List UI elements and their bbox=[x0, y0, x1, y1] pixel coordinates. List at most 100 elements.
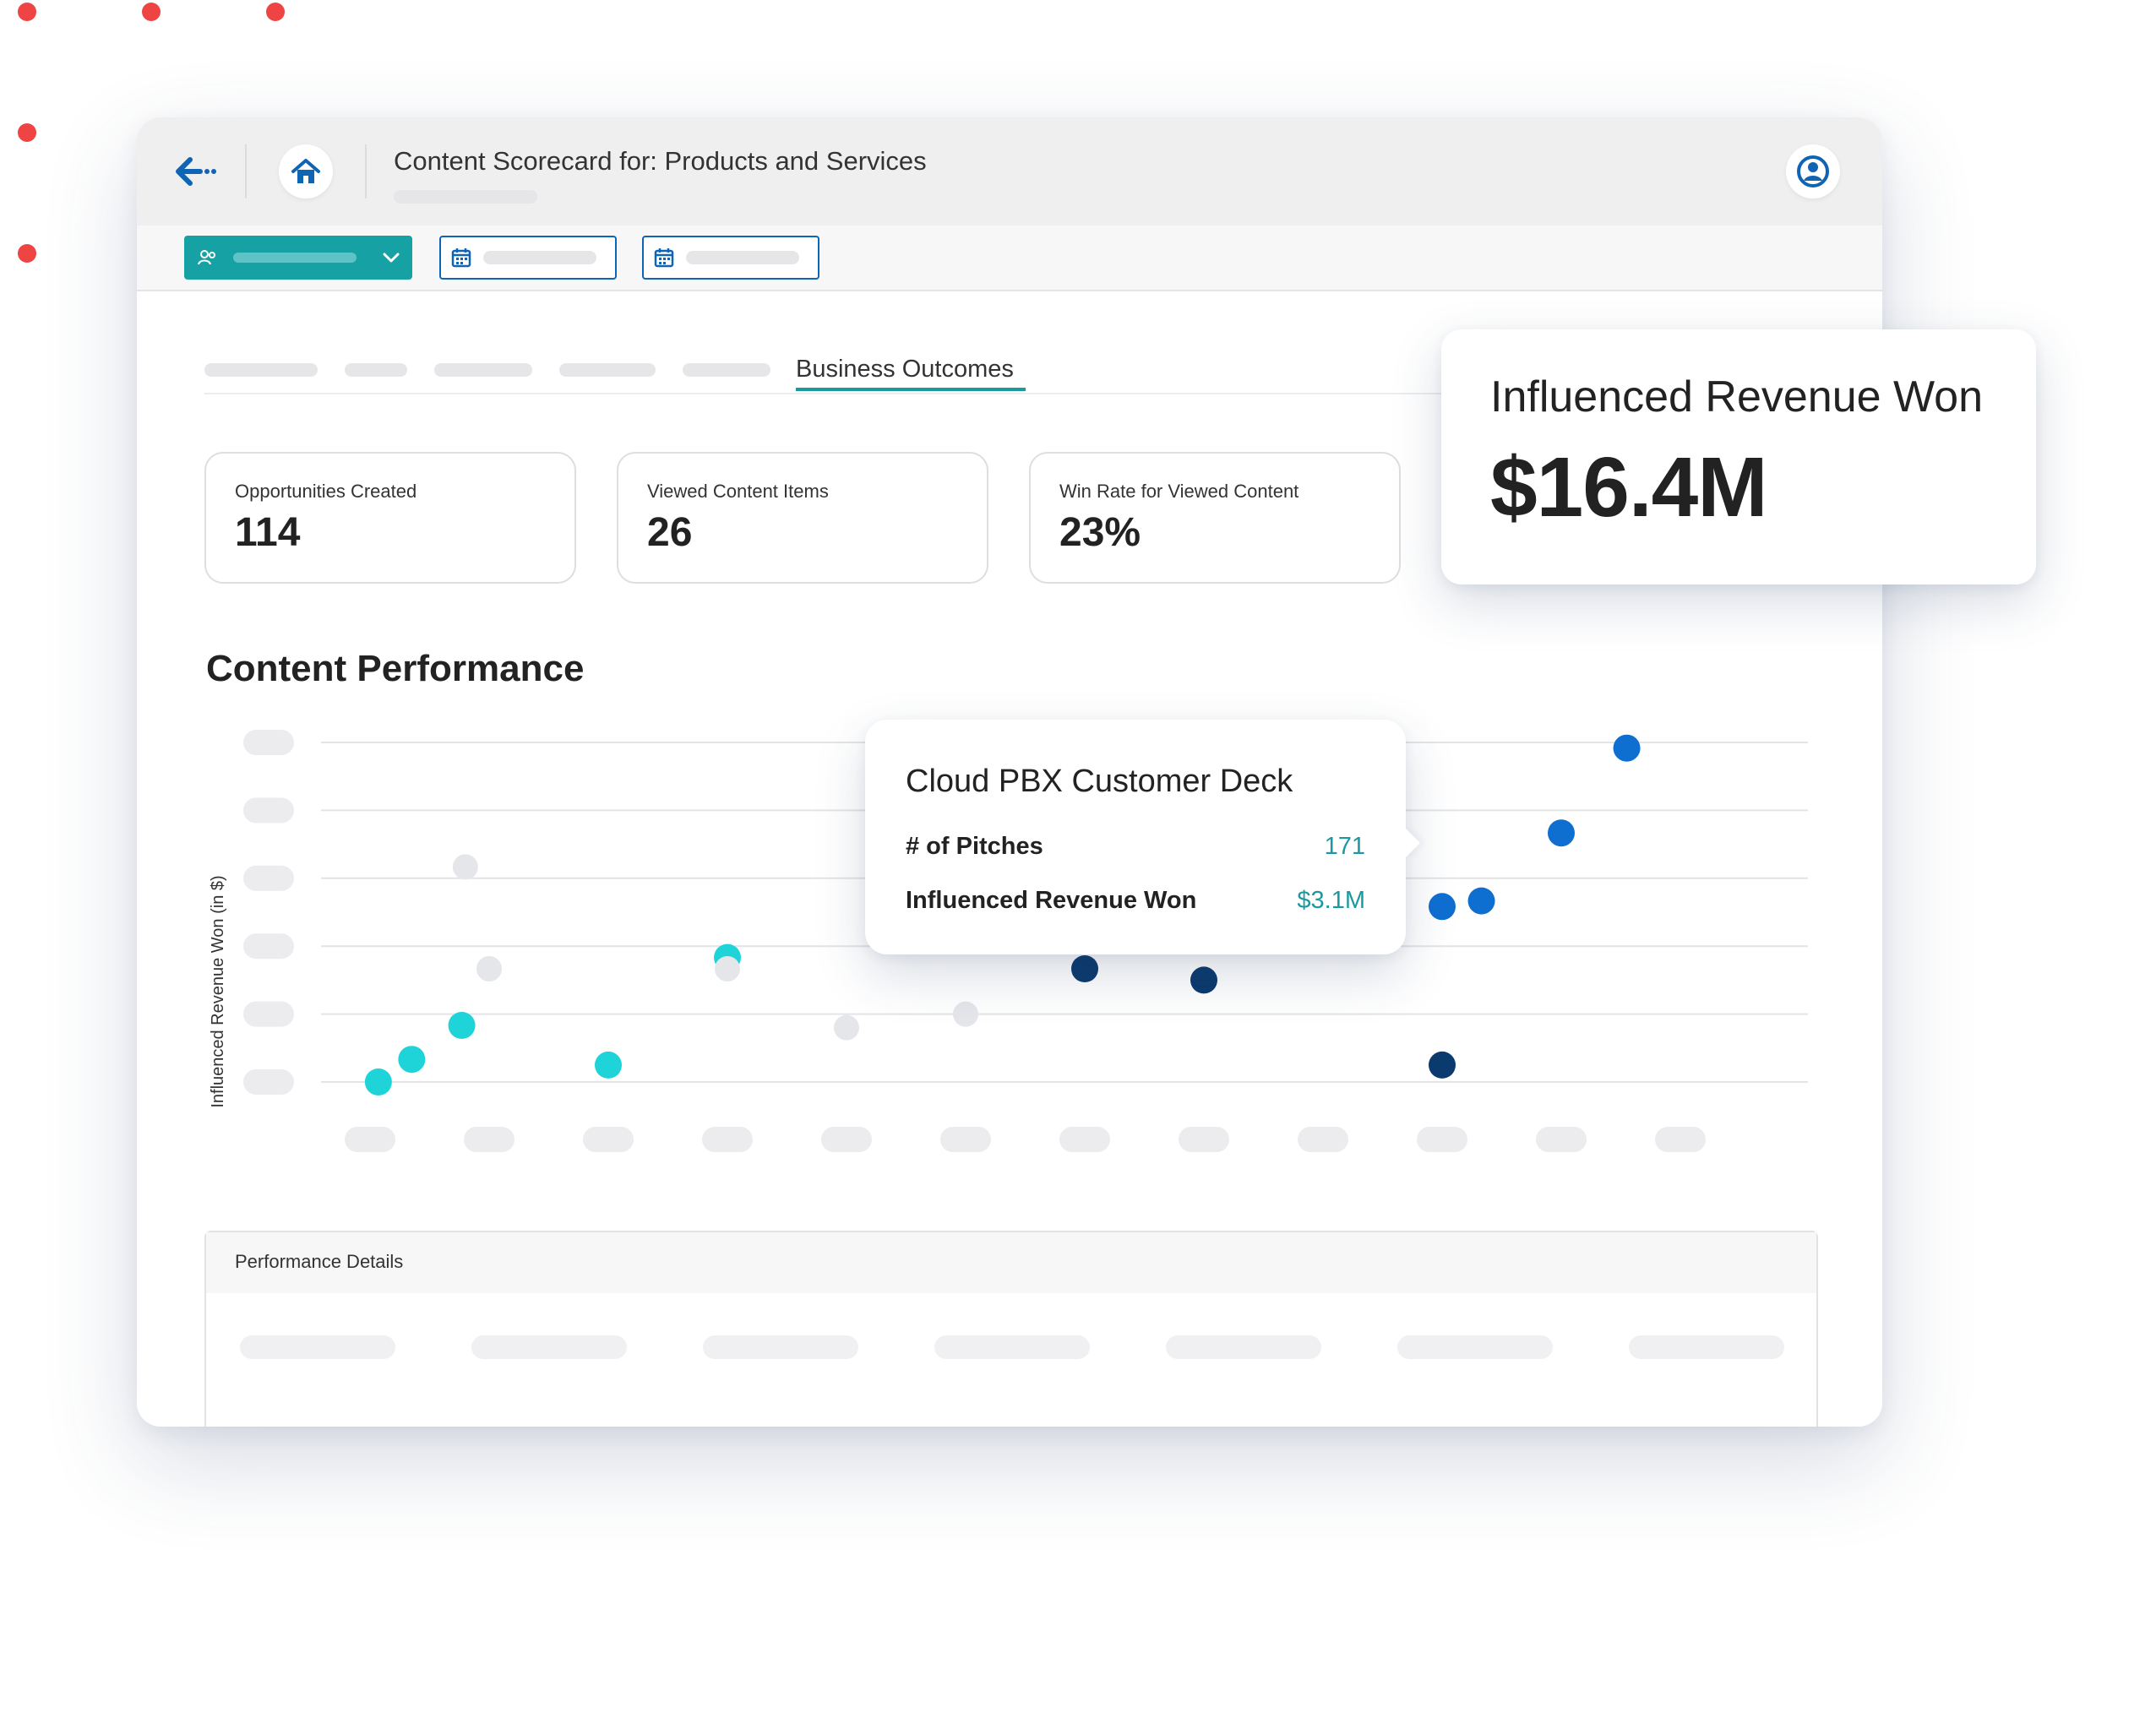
scatter-point-navy[interactable] bbox=[1429, 1051, 1456, 1079]
tab-bar-rule bbox=[204, 393, 1810, 394]
section-title: Content Performance bbox=[206, 648, 585, 689]
chevron-down-icon bbox=[383, 253, 400, 263]
x-tick-label-placeholder bbox=[1179, 1127, 1229, 1152]
tab-placeholder[interactable] bbox=[683, 363, 770, 377]
calendar-icon bbox=[451, 248, 471, 268]
scatter-point-teal[interactable] bbox=[398, 1046, 426, 1074]
column-placeholder bbox=[1397, 1335, 1553, 1359]
scatter-point-muted[interactable] bbox=[715, 956, 740, 981]
column-placeholder bbox=[1166, 1335, 1321, 1359]
divider bbox=[245, 144, 247, 198]
scatter-point-muted[interactable] bbox=[476, 956, 502, 981]
scatter-point-navy[interactable] bbox=[1190, 966, 1217, 994]
title-bar: Content Scorecard for: Products and Serv… bbox=[137, 117, 1882, 226]
x-tick-label-placeholder bbox=[1655, 1127, 1706, 1152]
tab-placeholder[interactable] bbox=[204, 363, 318, 377]
tab-business-outcomes[interactable]: Business Outcomes bbox=[796, 356, 1014, 383]
start-date-picker[interactable] bbox=[439, 236, 617, 280]
active-tab-indicator bbox=[796, 388, 1026, 391]
calendar-icon bbox=[654, 248, 674, 268]
x-tick-label-placeholder bbox=[464, 1127, 514, 1152]
y-tick-label-placeholder bbox=[243, 1069, 294, 1095]
user-button[interactable] bbox=[1786, 144, 1840, 198]
user-icon bbox=[1797, 155, 1829, 188]
tab-placeholder[interactable] bbox=[434, 363, 532, 377]
x-tick-label-placeholder bbox=[1059, 1127, 1110, 1152]
arrow-left-icon bbox=[176, 157, 216, 186]
column-placeholder bbox=[471, 1335, 627, 1359]
end-date-picker[interactable] bbox=[642, 236, 819, 280]
x-tick-label-placeholder bbox=[1417, 1127, 1467, 1152]
scatter-point-blue[interactable] bbox=[1548, 819, 1575, 847]
scatter-point-muted[interactable] bbox=[953, 1001, 978, 1027]
performance-details-panel: Performance Details bbox=[204, 1231, 1818, 1427]
kpi-card-viewed-content: Viewed Content Items 26 bbox=[617, 452, 988, 584]
decor-dot bbox=[18, 123, 36, 142]
group-icon bbox=[198, 250, 215, 265]
kpi-card-opportunities: Opportunities Created 114 bbox=[204, 452, 576, 584]
column-placeholder bbox=[240, 1335, 395, 1359]
back-button[interactable] bbox=[169, 146, 220, 197]
card-title: Influenced Revenue Won bbox=[1490, 372, 1983, 421]
scatter-point-blue[interactable] bbox=[1467, 887, 1495, 915]
tooltip-value: 171 bbox=[1324, 833, 1365, 860]
tab-placeholder[interactable] bbox=[345, 363, 407, 377]
tab-placeholder[interactable] bbox=[559, 363, 656, 377]
divider bbox=[365, 144, 367, 198]
scatter-point-muted[interactable] bbox=[452, 854, 478, 880]
kpi-label: Opportunities Created bbox=[235, 481, 417, 502]
content-performance-chart: Influenced Revenue Won (in $) bbox=[209, 730, 1808, 1152]
home-icon bbox=[291, 159, 320, 183]
y-tick-label-placeholder bbox=[243, 797, 294, 824]
card-value: $16.4M bbox=[1490, 440, 1768, 535]
column-placeholder bbox=[703, 1335, 858, 1359]
decor-dot bbox=[266, 3, 285, 21]
scatter-point-teal[interactable] bbox=[448, 1012, 476, 1039]
chart-tooltip: Cloud PBX Customer Deck # of Pitches 171… bbox=[865, 720, 1406, 954]
scatter-point-muted[interactable] bbox=[834, 1014, 859, 1041]
kpi-label: Viewed Content Items bbox=[647, 481, 829, 502]
column-placeholder bbox=[1629, 1335, 1784, 1359]
y-tick-label-placeholder bbox=[243, 1001, 294, 1027]
scatter-point-navy[interactable] bbox=[1071, 955, 1098, 982]
scatter-point-blue[interactable] bbox=[1429, 893, 1456, 921]
kpi-label: Win Rate for Viewed Content bbox=[1059, 481, 1299, 502]
tooltip-value: $3.1M bbox=[1297, 887, 1365, 914]
decor-dot bbox=[18, 244, 36, 263]
filter-bar bbox=[137, 226, 1882, 291]
audience-dropdown[interactable] bbox=[184, 236, 412, 280]
tooltip-title: Cloud PBX Customer Deck bbox=[906, 764, 1293, 799]
decor-dot bbox=[18, 3, 36, 21]
dropdown-value-placeholder bbox=[233, 253, 357, 263]
x-tick-label-placeholder bbox=[940, 1127, 991, 1152]
panel-title: Performance Details bbox=[235, 1251, 404, 1272]
x-tick-label-placeholder bbox=[583, 1127, 634, 1152]
date-placeholder bbox=[686, 251, 799, 264]
page-title: Content Scorecard for: Products and Serv… bbox=[394, 146, 927, 176]
influenced-revenue-card: Influenced Revenue Won $16.4M bbox=[1441, 329, 2036, 584]
scatter-point-teal[interactable] bbox=[595, 1051, 622, 1079]
y-tick-label-placeholder bbox=[243, 933, 294, 960]
kpi-card-win-rate: Win Rate for Viewed Content 23% bbox=[1029, 452, 1401, 584]
kpi-value: 23% bbox=[1059, 510, 1141, 555]
tooltip-label: Influenced Revenue Won bbox=[906, 887, 1197, 914]
home-button[interactable] bbox=[279, 144, 333, 198]
y-axis-label: Influenced Revenue Won (in $) bbox=[209, 875, 227, 1107]
column-placeholder bbox=[934, 1335, 1090, 1359]
kpi-value: 26 bbox=[647, 510, 693, 555]
y-tick-label-placeholder bbox=[243, 865, 294, 891]
decor-dot bbox=[142, 3, 161, 21]
panel-header: Performance Details bbox=[206, 1232, 1816, 1293]
x-tick-label-placeholder bbox=[1536, 1127, 1587, 1152]
scatter-point-teal[interactable] bbox=[364, 1068, 392, 1095]
y-tick-label-placeholder bbox=[243, 730, 294, 755]
tooltip-label: # of Pitches bbox=[906, 833, 1043, 860]
kpi-value: 114 bbox=[235, 510, 301, 555]
x-tick-label-placeholder bbox=[345, 1127, 395, 1152]
date-placeholder bbox=[483, 251, 596, 264]
x-tick-label-placeholder bbox=[702, 1127, 753, 1152]
x-tick-label-placeholder bbox=[1298, 1127, 1348, 1152]
subtitle-placeholder bbox=[394, 190, 537, 204]
scatter-point-blue[interactable] bbox=[1613, 734, 1641, 762]
x-tick-label-placeholder bbox=[821, 1127, 872, 1152]
